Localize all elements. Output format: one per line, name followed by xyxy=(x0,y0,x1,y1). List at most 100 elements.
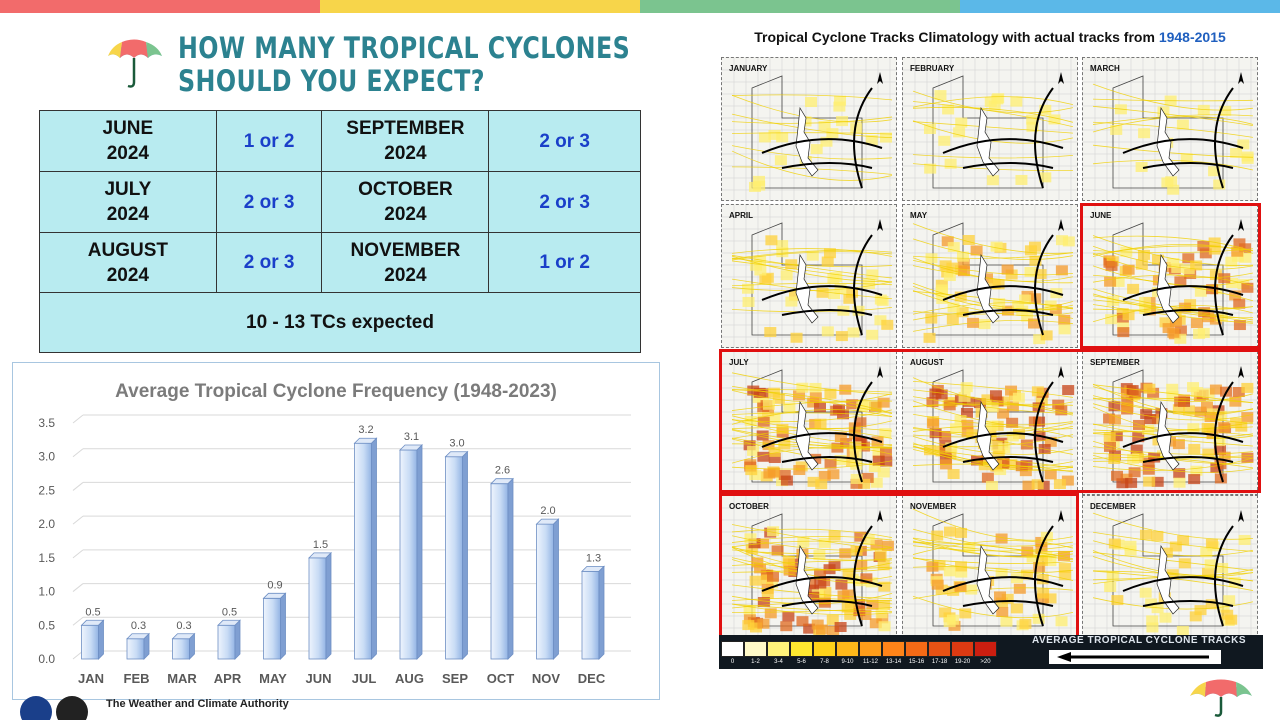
bar xyxy=(308,557,327,660)
legend-swatch xyxy=(974,641,997,657)
month-cell: JULY 2024 xyxy=(39,171,217,233)
legend-arrow-box xyxy=(1049,650,1221,664)
panel-month-label: OCTOBER xyxy=(729,502,769,511)
y-tick-label: 0.5 xyxy=(38,618,55,632)
frequency-chart: Average Tropical Cyclone Frequency (1948… xyxy=(12,362,660,700)
legend-cells xyxy=(721,641,997,657)
gridline-depth xyxy=(72,515,84,525)
north-arrow-icon xyxy=(1058,72,1064,84)
bar-side xyxy=(371,437,377,660)
bar-side xyxy=(553,518,559,660)
bar-side xyxy=(189,632,195,660)
x-tick-label: MAR xyxy=(167,671,197,686)
north-arrow-icon xyxy=(1058,510,1064,522)
month-cell: SEPTEMBER 2024 xyxy=(321,110,490,172)
legend-swatch xyxy=(836,641,859,657)
track-legend: 0 1-2 3-4 5-6 7-8 9-10 11-12 13-14 15-16 17-18 19-… xyxy=(719,635,1263,669)
bar-side xyxy=(416,444,423,660)
forecast-value: 1 or 2 xyxy=(215,110,323,172)
track-map-svg xyxy=(903,496,1077,638)
track-map-panel: OCTOBER xyxy=(721,495,897,639)
table-row: 10 - 13 TCs expected xyxy=(39,292,641,353)
track-map-svg xyxy=(903,205,1077,347)
month-label: SEPTEMBER xyxy=(346,118,465,139)
year-label: 2024 xyxy=(384,143,427,164)
bar-side xyxy=(325,551,332,660)
legend-label: 15-16 xyxy=(908,659,925,665)
year-label: 2024 xyxy=(106,264,149,286)
forecast-value: 2 or 3 xyxy=(488,171,641,233)
data-label: 0.5 xyxy=(85,606,100,618)
y-tick-label: 1.0 xyxy=(38,585,55,599)
track-map-panel: FEBRUARY xyxy=(902,57,1078,201)
umbrella-logo-icon xyxy=(108,39,162,88)
x-tick-label: DEC xyxy=(578,671,606,686)
legend-label: >20 xyxy=(980,659,991,665)
track-map-panel: JANUARY xyxy=(721,57,897,201)
data-label: 0.5 xyxy=(222,606,237,618)
legend-label: 0 xyxy=(730,659,735,665)
north-arrow-icon xyxy=(877,510,883,522)
bar-side xyxy=(598,565,605,660)
month-label: JULY xyxy=(104,179,152,200)
legend-swatch xyxy=(951,641,974,657)
track-map-svg xyxy=(1083,496,1257,638)
legend-swatch xyxy=(882,641,905,657)
track-map-svg xyxy=(1083,58,1257,200)
bar xyxy=(536,523,554,660)
x-tick-label: NOV xyxy=(532,671,561,686)
track-map-svg xyxy=(903,352,1077,494)
year-label: 2024 xyxy=(384,204,427,225)
panel-month-label: JANUARY xyxy=(729,64,768,73)
panel-month-label: APRIL xyxy=(729,211,753,220)
legend-label: 1-2 xyxy=(751,659,760,665)
track-map-panel: JUNE xyxy=(1082,204,1258,348)
bar-side xyxy=(462,450,468,660)
track-map-panel: DECEMBER xyxy=(1082,495,1258,639)
legend-label: 19-20 xyxy=(954,659,971,665)
maps-title-range: 1948-2015 xyxy=(1158,29,1226,45)
x-tick-label: AUG xyxy=(395,671,424,686)
month-cell: OCTOBER 2024 xyxy=(321,171,490,233)
panel-month-label: JUNE xyxy=(1090,211,1112,220)
legend-swatch xyxy=(813,641,836,657)
top-bar-yellow xyxy=(320,0,640,13)
bar-side xyxy=(507,477,514,660)
gridline-depth xyxy=(72,414,84,424)
bar xyxy=(399,449,418,660)
y-tick-label: 2.5 xyxy=(38,483,55,497)
legend-swatch xyxy=(928,641,951,657)
bar xyxy=(490,483,509,660)
y-tick-label: 0.0 xyxy=(38,652,55,666)
y-tick-label: 1.5 xyxy=(38,551,55,565)
gridline-depth xyxy=(72,482,84,491)
x-tick-label: FEB xyxy=(124,671,150,686)
data-label: 0.9 xyxy=(267,579,282,591)
data-label: 3.0 xyxy=(449,438,464,450)
data-label: 2.6 xyxy=(495,465,510,477)
panel-month-label: MAY xyxy=(910,211,928,220)
page-title: HOW MANY TROPICAL CYCLONES SHOULD YOU EX… xyxy=(178,32,630,98)
table-row: JUNE 2024 1 or 2 SEPTEMBER 2024 2 or 3 xyxy=(39,110,641,172)
bar-side xyxy=(280,592,286,660)
track-map-panel: MARCH xyxy=(1082,57,1258,201)
legend-labels: 0 1-2 3-4 5-6 7-8 9-10 11-12 13-14 15-16 17-18 19-… xyxy=(721,659,997,665)
panel-month-label: SEPTEMBER xyxy=(1090,358,1140,367)
bar-side xyxy=(234,619,241,660)
track-map-svg xyxy=(1083,205,1257,347)
y-tick-label: 3.0 xyxy=(38,450,55,464)
title-line-1: HOW MANY TROPICAL CYCLONES xyxy=(178,31,631,65)
forecast-value: 1 or 2 xyxy=(488,232,641,293)
month-cell: JUNE 2024 xyxy=(39,110,217,172)
track-map-svg xyxy=(903,58,1077,200)
legend-label: 7-8 xyxy=(820,659,829,665)
month-label: AUGUST xyxy=(87,239,168,261)
y-tick-label: 3.5 xyxy=(38,416,55,430)
month-label: JUNE xyxy=(102,118,154,139)
umbrella-corner-icon xyxy=(1190,679,1252,717)
year-label: 2024 xyxy=(106,204,149,225)
year-label: 2024 xyxy=(384,264,427,286)
track-map-panel: SEPTEMBER xyxy=(1082,351,1258,495)
legend-swatch xyxy=(767,641,790,657)
track-map-svg xyxy=(722,58,896,200)
